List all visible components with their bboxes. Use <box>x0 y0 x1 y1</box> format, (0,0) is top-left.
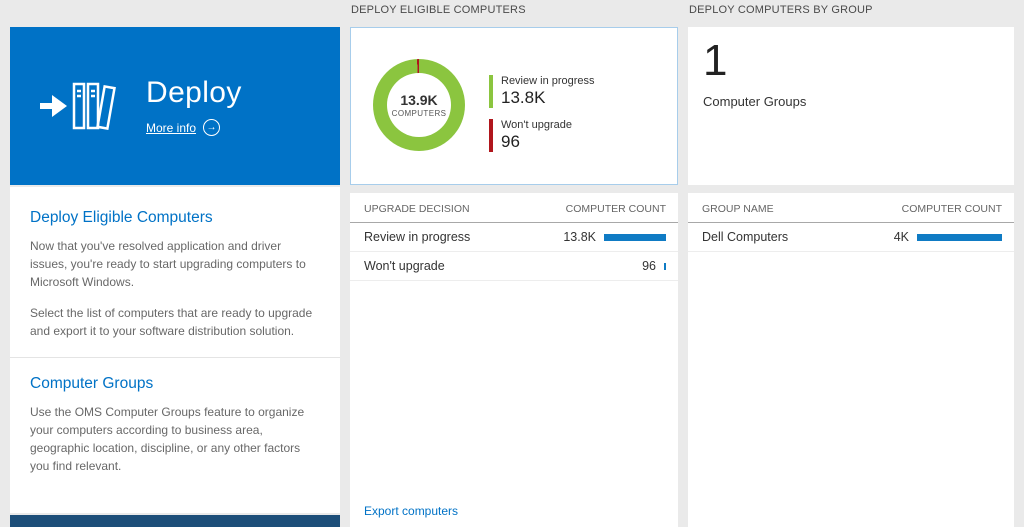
tile-text: Deploy More info → <box>146 76 242 136</box>
donut-center-value: 13.9K <box>400 92 438 108</box>
more-info-label: More info <box>146 120 197 135</box>
section-paragraph: Now that you've resolved application and… <box>30 239 306 289</box>
column-header-computer-count: COMPUTER COUNT <box>901 203 1002 215</box>
deploy-icon <box>10 78 146 134</box>
row-value: 13.8K <box>563 230 596 244</box>
eligible-computers-chart-card[interactable]: 13.9K COMPUTERS Review in progress 13.8K… <box>350 27 678 185</box>
computer-groups-count: 1 <box>703 36 728 85</box>
legend-label: Review in progress <box>501 75 595 87</box>
row-value: 96 <box>642 259 656 273</box>
tile-title: Deploy <box>146 76 242 109</box>
table-header-row: UPGRADE DECISION COMPUTER COUNT <box>350 193 678 223</box>
right-column-header: DEPLOY COMPUTERS BY GROUP <box>689 4 873 16</box>
row-bar <box>917 233 1002 241</box>
table-header-row: GROUP NAME COMPUTER COUNT <box>688 193 1014 223</box>
row-label: Review in progress <box>364 230 471 244</box>
row-bar <box>604 233 666 241</box>
more-info-link[interactable]: More info → <box>146 119 242 136</box>
computer-groups-label: Computer Groups <box>703 94 807 110</box>
section-deploy-eligible-computers: Deploy Eligible Computers Now that you'v… <box>30 209 320 340</box>
section-heading-deploy-eligible: Deploy Eligible Computers <box>30 209 213 226</box>
computer-groups-summary-card[interactable]: 1 Computer Groups <box>688 27 1014 185</box>
section-paragraph: Select the list of computers that are re… <box>30 306 313 338</box>
row-bar <box>664 262 666 270</box>
column-header-computer-count: COMPUTER COUNT <box>565 203 666 215</box>
legend-value: 96 <box>501 132 520 151</box>
legend-label: Won't upgrade <box>501 119 573 131</box>
middle-column-header: DEPLOY ELIGIBLE COMPUTERS <box>351 4 526 16</box>
legend-item-wont-upgrade: Won't upgrade 96 <box>489 119 595 152</box>
legend-color-red <box>489 119 493 152</box>
section-heading-computer-groups: Computer Groups <box>30 375 154 392</box>
tile-footer-accent-bar <box>10 515 340 527</box>
row-value: 4K <box>893 230 909 244</box>
legend-item-review-in-progress: Review in progress 13.8K <box>489 75 595 108</box>
export-computers-link[interactable]: Export computers <box>364 504 459 518</box>
column-header-upgrade-decision: UPGRADE DECISION <box>364 203 470 215</box>
deploy-tile[interactable]: Deploy More info → <box>10 27 340 185</box>
row-label: Won't upgrade <box>364 259 445 273</box>
table-row-review-in-progress[interactable]: Review in progress 13.8K <box>350 223 678 252</box>
computer-groups-table: GROUP NAME COMPUTER COUNT Dell Computers… <box>688 193 1014 527</box>
table-row-dell-computers[interactable]: Dell Computers 4K <box>688 223 1014 252</box>
section-computer-groups: Computer Groups Use the OMS Computer Gro… <box>30 375 320 475</box>
donut-legend: Review in progress 13.8K Won't upgrade 9… <box>489 75 595 152</box>
legend-color-green <box>489 75 493 108</box>
column-header-group-name: GROUP NAME <box>702 203 774 215</box>
donut-center-label: COMPUTERS <box>391 109 447 118</box>
arrow-right-circle-icon: → <box>203 119 221 136</box>
section-divider <box>10 357 340 358</box>
section-paragraph: Use the OMS Computer Groups feature to o… <box>30 405 305 473</box>
donut-center: 13.9K COMPUTERS <box>387 73 451 137</box>
upgrade-decision-table: UPGRADE DECISION COMPUTER COUNT Review i… <box>350 193 678 527</box>
table-row-wont-upgrade[interactable]: Won't upgrade 96 <box>350 252 678 281</box>
legend-value: 13.8K <box>501 88 546 107</box>
row-label: Dell Computers <box>702 230 789 244</box>
donut-chart: 13.9K COMPUTERS <box>373 59 465 151</box>
description-panel: Deploy Eligible Computers Now that you'v… <box>10 187 340 513</box>
